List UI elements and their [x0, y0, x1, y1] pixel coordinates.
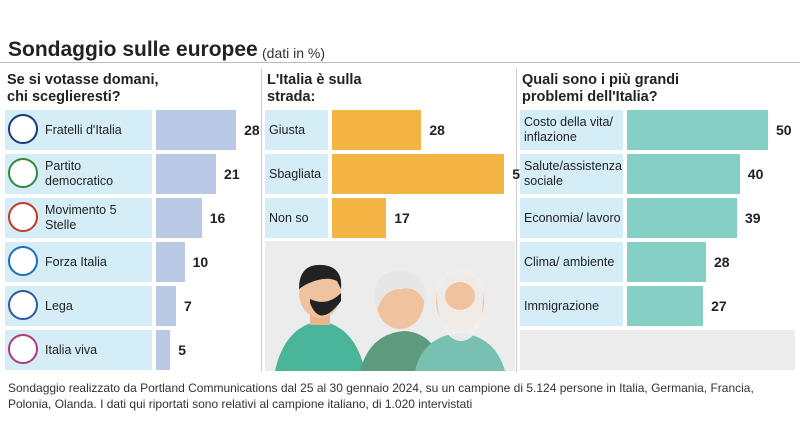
label-cell: [265, 110, 328, 150]
party-logo: [8, 158, 38, 188]
column-title: Quali sono i più grandi problemi dell'It…: [522, 72, 680, 105]
value-label: 39: [744, 210, 761, 226]
column-title: Se si votasse domani, chi sceglieresti?: [7, 72, 159, 105]
category-label: Fratelli d'Italia: [45, 122, 122, 137]
label-cell: [520, 242, 623, 282]
separator: [516, 68, 517, 372]
bar: [332, 110, 422, 150]
bar: [627, 198, 737, 238]
bar: [156, 242, 185, 282]
category-label: Immigrazione: [524, 298, 600, 313]
category-label: Movimento 5 Stelle: [45, 203, 117, 232]
empty-row: [520, 330, 795, 370]
label-cell: [265, 154, 328, 194]
value-label: 28: [429, 122, 445, 138]
category-label: Partito democratico: [45, 159, 114, 188]
category-label: Non so: [269, 210, 309, 225]
bar: [156, 198, 202, 238]
party-logo: [8, 114, 38, 144]
category-label: Italia viva: [45, 342, 98, 357]
bar: [627, 154, 740, 194]
bar: [627, 286, 704, 326]
bar: [156, 110, 237, 150]
category-label: Sbagliata: [269, 166, 322, 181]
value-label: 21: [224, 166, 240, 182]
bar: [156, 154, 217, 194]
footnote: Sondaggio realizzato da Portland Communi…: [8, 381, 754, 411]
value-label: 5: [178, 342, 187, 358]
label-cell: [520, 198, 623, 238]
separator: [261, 68, 262, 372]
party-logo: [8, 202, 38, 232]
value-label: 28: [244, 122, 260, 138]
illustration: [265, 241, 515, 371]
category-label: Salute/assistenza sociale: [524, 159, 622, 188]
party-logo: [8, 290, 38, 320]
page-title: Sondaggio sulle europee: [8, 38, 258, 61]
value-label: 16: [209, 210, 226, 226]
label-cell: [520, 154, 623, 194]
bar: [156, 286, 177, 326]
party-logo: [8, 246, 38, 276]
category-label: Lega: [45, 298, 73, 313]
label-cell: [520, 110, 623, 150]
category-label: Economia/ lavoro: [524, 210, 621, 225]
category-label: Forza Italia: [45, 254, 107, 269]
value-label: 10: [192, 254, 209, 270]
value-label: 40: [747, 166, 764, 182]
bar: [627, 242, 706, 282]
value-label: 27: [711, 298, 727, 314]
value-label: 50: [776, 122, 792, 138]
bar: [627, 110, 768, 150]
bar: [156, 330, 171, 370]
bar: [332, 198, 387, 238]
label-cell: [265, 198, 328, 238]
category-label: Giusta: [269, 122, 306, 137]
column-title: L'Italia è sulla strada:: [267, 72, 362, 105]
page-subtitle: (dati in %): [262, 45, 326, 61]
label-cell: [520, 286, 623, 326]
category-label: Clima/ ambiente: [524, 254, 615, 269]
value-label: 28: [713, 254, 730, 270]
party-logo: [8, 334, 38, 364]
bar: [332, 154, 505, 194]
rule: [0, 62, 800, 63]
category-label: Costo della vita/ inflazione: [524, 115, 613, 144]
value-label: 17: [394, 210, 410, 226]
value-label: 7: [184, 298, 192, 314]
